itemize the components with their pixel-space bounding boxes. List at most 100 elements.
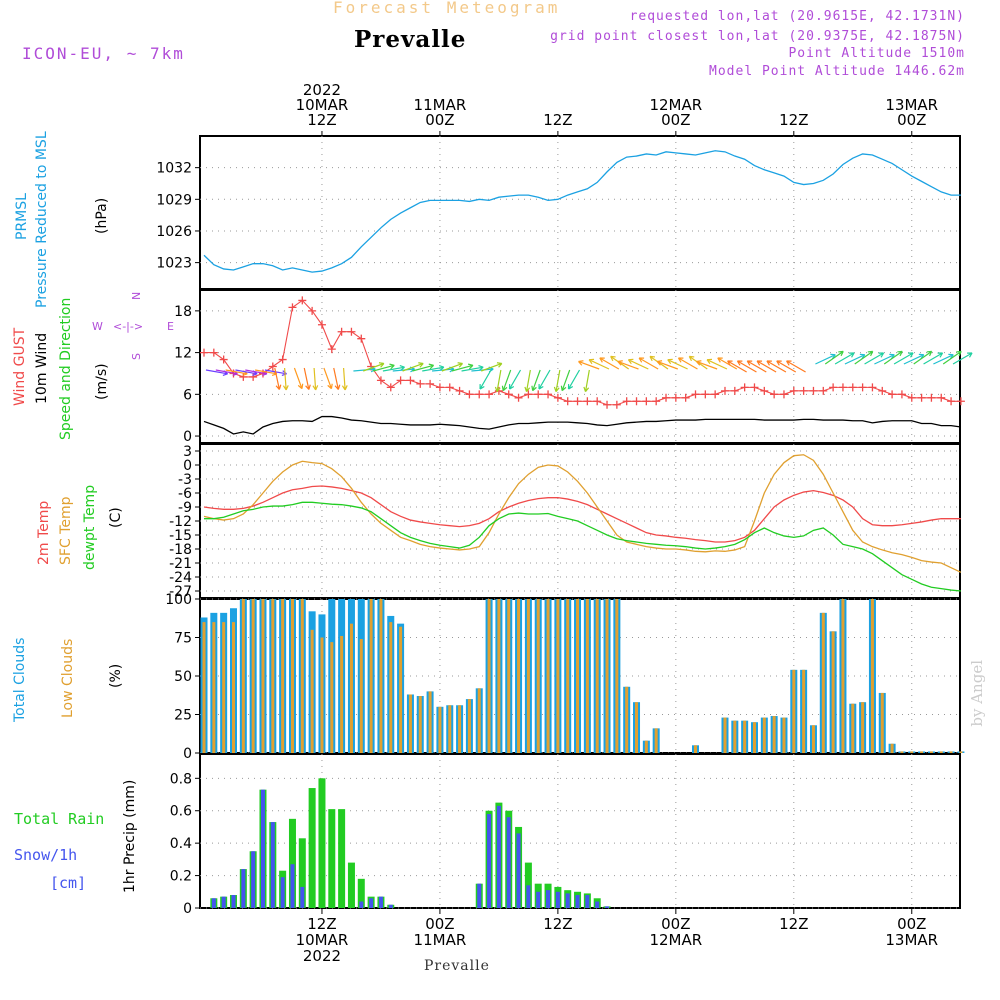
top-time-label: 10MAR	[296, 96, 349, 114]
low-cloud-bar	[900, 751, 904, 753]
gust-marker	[563, 397, 572, 406]
top-time-label: 11MAR	[414, 96, 467, 114]
wind-direction-arrow	[656, 360, 679, 370]
wind-direction-arrow	[638, 357, 659, 370]
gust-marker	[681, 393, 690, 402]
gust-marker	[465, 390, 474, 399]
snow-bar	[585, 895, 590, 908]
low-cloud-bar	[861, 702, 865, 753]
y-tick-label: -27	[169, 584, 192, 600]
low-cloud-bar	[438, 706, 442, 753]
low-cloud-bar	[723, 717, 727, 753]
rain-legend-text: Total Rain	[14, 810, 105, 828]
gust-marker	[829, 383, 838, 392]
wind-direction-arrow	[824, 350, 844, 365]
y-tick-label: -21	[169, 556, 192, 572]
y-tick-label: 3	[183, 444, 192, 460]
snow-bar	[280, 877, 285, 908]
y-tick-label: -9	[178, 500, 192, 516]
gust-marker	[317, 320, 326, 329]
low-cloud-bar	[349, 623, 353, 753]
temp-2m-line	[203, 485, 961, 543]
snow-legend-unit: [cm]	[50, 874, 87, 892]
gust-marker	[249, 372, 258, 381]
y-tick-label: 100	[165, 592, 192, 608]
y-tick-label: 0.2	[170, 869, 192, 885]
total-clouds-label: Total Clouds	[12, 638, 28, 723]
low-cloud-bar	[576, 599, 580, 753]
gust-marker	[308, 306, 317, 315]
gust-marker	[671, 393, 680, 402]
wind-direction-arrow	[756, 360, 777, 373]
low-cloud-bar	[802, 669, 806, 753]
wind-direction-arrow	[312, 367, 319, 391]
low-cloud-bar	[300, 599, 304, 753]
snow-bar	[270, 822, 275, 908]
gust-marker	[947, 397, 956, 406]
low-cloud-bar	[526, 599, 530, 753]
y-tick-label: 0	[183, 458, 192, 474]
y-tick-label: -24	[169, 570, 192, 586]
low-cloud-bar	[222, 622, 226, 753]
gust-marker	[897, 390, 906, 399]
y-tick-label: 1029	[156, 192, 192, 208]
top-time-label: 00Z	[661, 111, 690, 129]
requested-coords: requested lon,lat (20.9615E, 42.1731N)	[629, 9, 965, 24]
low-cloud-bar	[694, 745, 697, 753]
low-cloud-bar	[261, 599, 265, 753]
snow-bar	[595, 901, 600, 908]
wind-direction-arrow	[567, 369, 581, 390]
wind-direction-arrow	[441, 362, 464, 372]
gust-marker	[219, 355, 228, 364]
wind-direction-arrow	[372, 363, 395, 372]
low-cloud-bar	[389, 622, 393, 753]
low-cloud-bar	[290, 599, 294, 753]
snow-bar	[575, 895, 580, 908]
gust-marker	[937, 393, 946, 402]
snow-bar	[300, 886, 305, 908]
wind-direction-arrow	[402, 362, 424, 372]
gust-label: Wind GUST	[12, 327, 28, 406]
snow-bar	[378, 896, 383, 908]
gust-marker	[337, 327, 346, 336]
low-cloud-bar	[585, 599, 589, 753]
wind-direction-arrow	[501, 369, 512, 392]
low-cloud-bar	[320, 637, 324, 753]
low-cloud-bar	[890, 743, 894, 753]
gust-marker	[239, 372, 248, 381]
wind-direction-arrow	[923, 352, 944, 365]
bottom-time-label: 00Z	[661, 915, 690, 933]
wind-direction-arrow	[677, 357, 698, 370]
low-cloud-bar	[359, 639, 363, 753]
wind-direction-arrow	[864, 352, 885, 365]
snow-bar	[506, 817, 511, 908]
low-cloud-bar	[497, 599, 501, 753]
low-cloud-bar	[241, 599, 245, 753]
wind-direction-arrow	[746, 360, 767, 373]
gust-marker	[632, 397, 641, 406]
dewpt-label: dewpt Temp	[82, 485, 98, 570]
y-tick-label: -3	[178, 472, 192, 488]
panel-frame-0	[199, 135, 961, 290]
top-time-label: 12Z	[543, 111, 572, 129]
low-cloud-bar	[202, 622, 206, 753]
snow-bar	[605, 906, 610, 908]
y-tick-label: 0	[183, 901, 192, 917]
gust-marker	[760, 386, 769, 395]
y-tick-label: 50	[174, 669, 192, 685]
top-time-label: 12Z	[307, 111, 336, 129]
wind-direction-arrow	[553, 369, 561, 393]
bottom-time-label: 10MAR	[296, 931, 349, 949]
wind-direction-arrow	[323, 367, 333, 390]
sfc-label: SFC Temp	[58, 496, 74, 565]
bottom-time-label: 13MAR	[885, 931, 938, 949]
low-cloud-bar	[752, 722, 756, 753]
snow-bar	[260, 789, 265, 908]
model-point-altitude: Model Point Altitude 1446.62m	[709, 64, 965, 79]
low-cloud-bar	[517, 599, 521, 753]
gust-marker	[956, 397, 965, 406]
top-time-label: 12MAR	[649, 96, 702, 114]
low-cloud-bar	[792, 669, 796, 753]
gust-marker	[534, 390, 543, 399]
y-tick-label: 12	[174, 346, 192, 362]
